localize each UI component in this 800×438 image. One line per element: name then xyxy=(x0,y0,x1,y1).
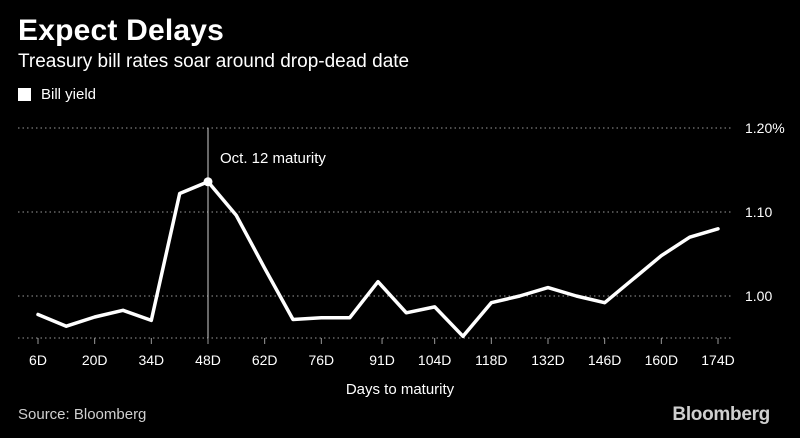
x-tick-label-8: 118D xyxy=(475,352,507,368)
x-tick-label-1: 20D xyxy=(82,352,108,368)
x-tick-label-3: 48D xyxy=(195,352,221,368)
x-tick-label-6: 91D xyxy=(369,352,395,368)
x-tick-label-12: 174D xyxy=(701,352,734,368)
x-tick-label-10: 146D xyxy=(588,352,621,368)
x-tick-label-5: 76D xyxy=(308,352,334,368)
legend-label: Bill yield xyxy=(41,86,97,103)
x-axis-label: Days to maturity xyxy=(346,381,455,398)
x-tick-label-9: 132D xyxy=(531,352,564,368)
x-tick-label-0: 6D xyxy=(29,352,47,368)
legend-swatch xyxy=(18,88,31,101)
series-line-bill-yield xyxy=(36,180,720,339)
x-tick-label-2: 34D xyxy=(138,352,164,368)
legend: Bill yield xyxy=(18,86,96,103)
annotation-label: Oct. 12 maturity xyxy=(220,150,326,167)
chart-title: Expect Delays xyxy=(18,14,225,47)
y-tick-label-2: 1.20% xyxy=(745,120,785,136)
y-tick-label-0: 1.00 xyxy=(745,288,772,304)
y-tick-label-1: 1.10 xyxy=(745,204,772,220)
x-tick-label-11: 160D xyxy=(645,352,678,368)
source-note: Source: Bloomberg xyxy=(18,406,147,423)
x-tick-label-4: 62D xyxy=(252,352,278,368)
annotation-point xyxy=(203,177,213,187)
bloomberg-logo: Bloomberg xyxy=(672,404,770,425)
x-tick-label-7: 104D xyxy=(418,352,451,368)
chart-subtitle: Treasury bill rates soar around drop-dea… xyxy=(18,51,410,72)
